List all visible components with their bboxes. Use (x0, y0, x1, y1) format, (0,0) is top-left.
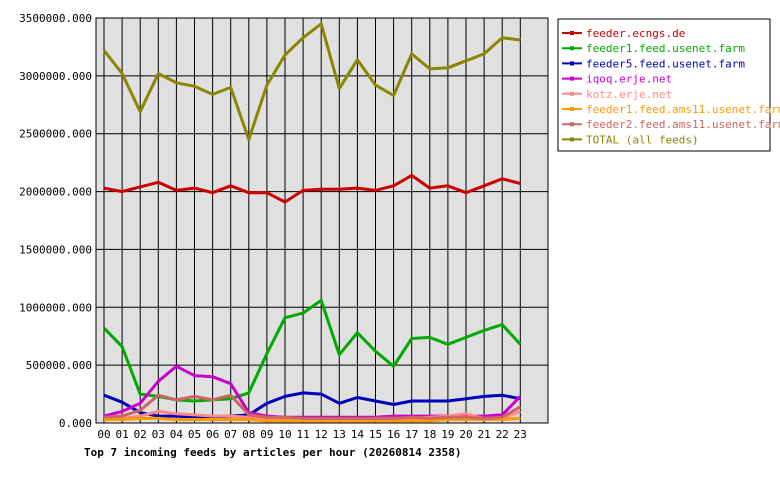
x-tick-label: 04 (170, 428, 184, 441)
x-axis: 00 01 02 03 04 05 06 07 08 09 10 11 12 13 14 15 16 17 18 19… (97, 428, 527, 441)
series-line-2 (103, 391, 521, 419)
legend-label-4: kotz.erje.net (586, 88, 672, 101)
y-axis: 0.000 500000.000 1000000.000 1500000.000 200… (19, 12, 92, 430)
legend (557, 18, 771, 152)
x-tick-label: 09 (260, 428, 273, 441)
x-tick-label: 11 (296, 428, 309, 441)
series-line-5 (104, 416, 521, 423)
y-tick-label: 1000000.000 (19, 301, 92, 314)
x-tick-label: 00 (97, 428, 110, 441)
legend-items: feeder.ecngs.de feeder1.feed.usenet.farm f… (562, 27, 780, 146)
legend-label-3: iqoq.erje.net (586, 73, 672, 86)
y-tick-label: 2500000.000 (19, 128, 92, 141)
y-tick-label: 2000000.000 (19, 186, 92, 199)
legend-label-2: feeder5.feed.usenet.farm (586, 57, 745, 70)
plot-area (96, 18, 548, 423)
x-tick-label: 15 (369, 428, 382, 441)
x-tick-label: 07 (224, 428, 237, 441)
x-tick-label: 05 (188, 428, 201, 441)
legend-marker-7 (570, 137, 574, 142)
x-tick-label: 23 (514, 428, 527, 441)
x-tick-label: 06 (206, 428, 219, 441)
x-tick-label: 08 (242, 428, 255, 441)
x-tick-label: 13 (333, 428, 346, 441)
x-tick-label: 21 (477, 428, 490, 441)
x-tick-label: 17 (405, 428, 418, 441)
y-tick-label: 500000.000 (26, 359, 92, 372)
legend-marker-3 (570, 76, 574, 81)
legend-label-0: feeder.ecngs.de (586, 27, 685, 40)
legend-marker-2 (570, 61, 574, 66)
legend-marker-0 (570, 31, 574, 35)
plot-border (95, 17, 549, 424)
legend-marker-5 (570, 107, 574, 111)
x-tick-label: 02 (134, 428, 147, 441)
x-tick-label: 20 (459, 428, 472, 441)
legend-label-7: TOTAL (all feeds) (586, 133, 699, 146)
x-tick-label: 19 (441, 428, 454, 441)
legend-label-6: feeder2.feed.ams11.usenet.farm (586, 118, 780, 131)
x-tick-label: 16 (387, 428, 400, 441)
legend-label-5: feeder1.feed.ams11.usenet.farm (586, 103, 780, 116)
legend-marker-1 (570, 46, 574, 51)
chart-title: Top 7 incoming feeds by articles per hou… (84, 446, 462, 459)
legend-marker-4 (570, 91, 574, 96)
legend-marker-6 (570, 122, 574, 127)
x-tick-label: 22 (496, 428, 509, 441)
y-tick-label: 3500000.000 (19, 12, 92, 25)
x-tick-label: 14 (351, 428, 365, 441)
x-tick-label: 03 (152, 428, 165, 441)
series-line-0 (103, 173, 521, 204)
y-tick-label: 3000000.000 (19, 70, 92, 83)
x-tick-label: 10 (278, 428, 291, 441)
series-line-6 (103, 393, 522, 420)
x-tick-label: 12 (315, 428, 328, 441)
legend-label-1: feeder1.feed.usenet.farm (586, 42, 745, 55)
y-tick-label: 1500000.000 (19, 243, 92, 256)
series-lines (102, 22, 522, 423)
series-line-7 (102, 22, 521, 141)
x-tick-label: 18 (423, 428, 436, 441)
x-tick-label: 01 (115, 428, 128, 441)
y-tick-label: 0.000 (59, 417, 92, 430)
